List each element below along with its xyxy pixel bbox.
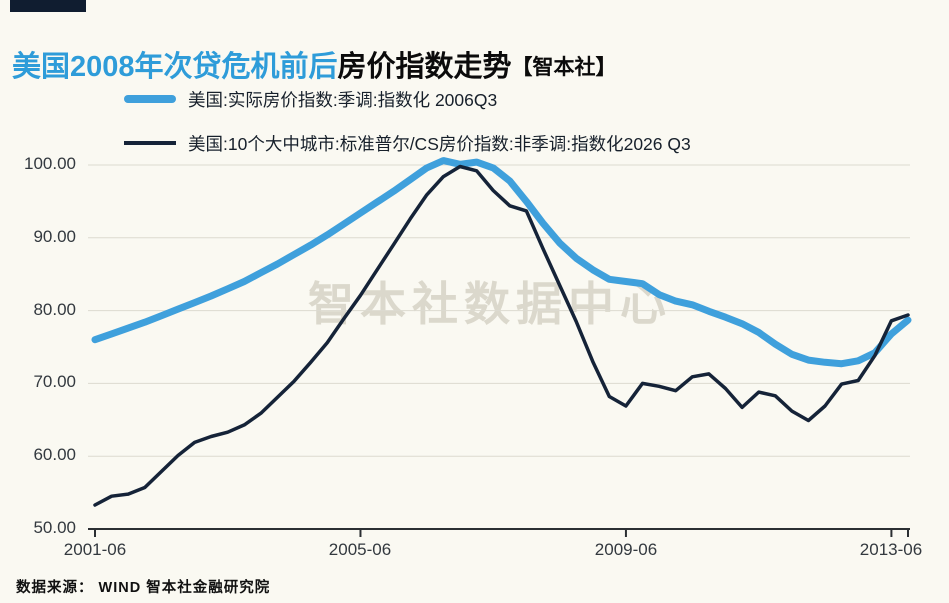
title-highlight: 美国2008年次贷危机前后 xyxy=(12,51,338,84)
legend-label: 美国:10个大中城市:标准普尔/CS房价指数:非季调:指数化2026 Q3 xyxy=(188,133,691,154)
legend-label: 美国:实际房价指数:季调:指数化 2006Q3 xyxy=(188,89,498,110)
top-accent-bar xyxy=(10,0,86,12)
x-tick-label: 2009-06 xyxy=(594,540,658,559)
y-tick-label: 100.00 xyxy=(24,154,76,173)
series-line-us-real-index xyxy=(91,157,912,368)
legend: 美国:实际房价指数:季调:指数化 2006Q3 美国:10个大中城市:标准普尔/… xyxy=(124,86,691,174)
legend-swatch-blue-line xyxy=(124,95,176,103)
x-tick-label: 2013-06 xyxy=(859,540,923,559)
y-tick-label: 60.00 xyxy=(33,445,76,464)
x-tick-label: 2001-06 xyxy=(63,540,127,559)
y-tick-label: 50.00 xyxy=(33,518,76,537)
source-note: 数据来源： WIND 智本社金融研究院 xyxy=(16,580,271,596)
page-title: 美国2008年次贷危机前后房价指数走势【智本社】 xyxy=(12,43,617,85)
title-main: 房价指数走势 xyxy=(337,51,512,84)
y-tick-label: 90.00 xyxy=(33,227,76,246)
series-line-cs-10city-index xyxy=(93,164,910,507)
legend-item-cs-10city-index: 美国:10个大中城市:标准普尔/CS房价指数:非季调:指数化2026 Q3 xyxy=(124,130,691,156)
y-tick-label: 70.00 xyxy=(33,372,76,391)
x-tick-label: 2005-06 xyxy=(328,540,392,559)
legend-swatch-dark-line xyxy=(124,141,176,145)
legend-item-us-real-index: 美国:实际房价指数:季调:指数化 2006Q3 xyxy=(124,86,691,112)
title-brand: 【智本社】 xyxy=(511,56,617,80)
y-tick-label: 80.00 xyxy=(33,300,76,319)
